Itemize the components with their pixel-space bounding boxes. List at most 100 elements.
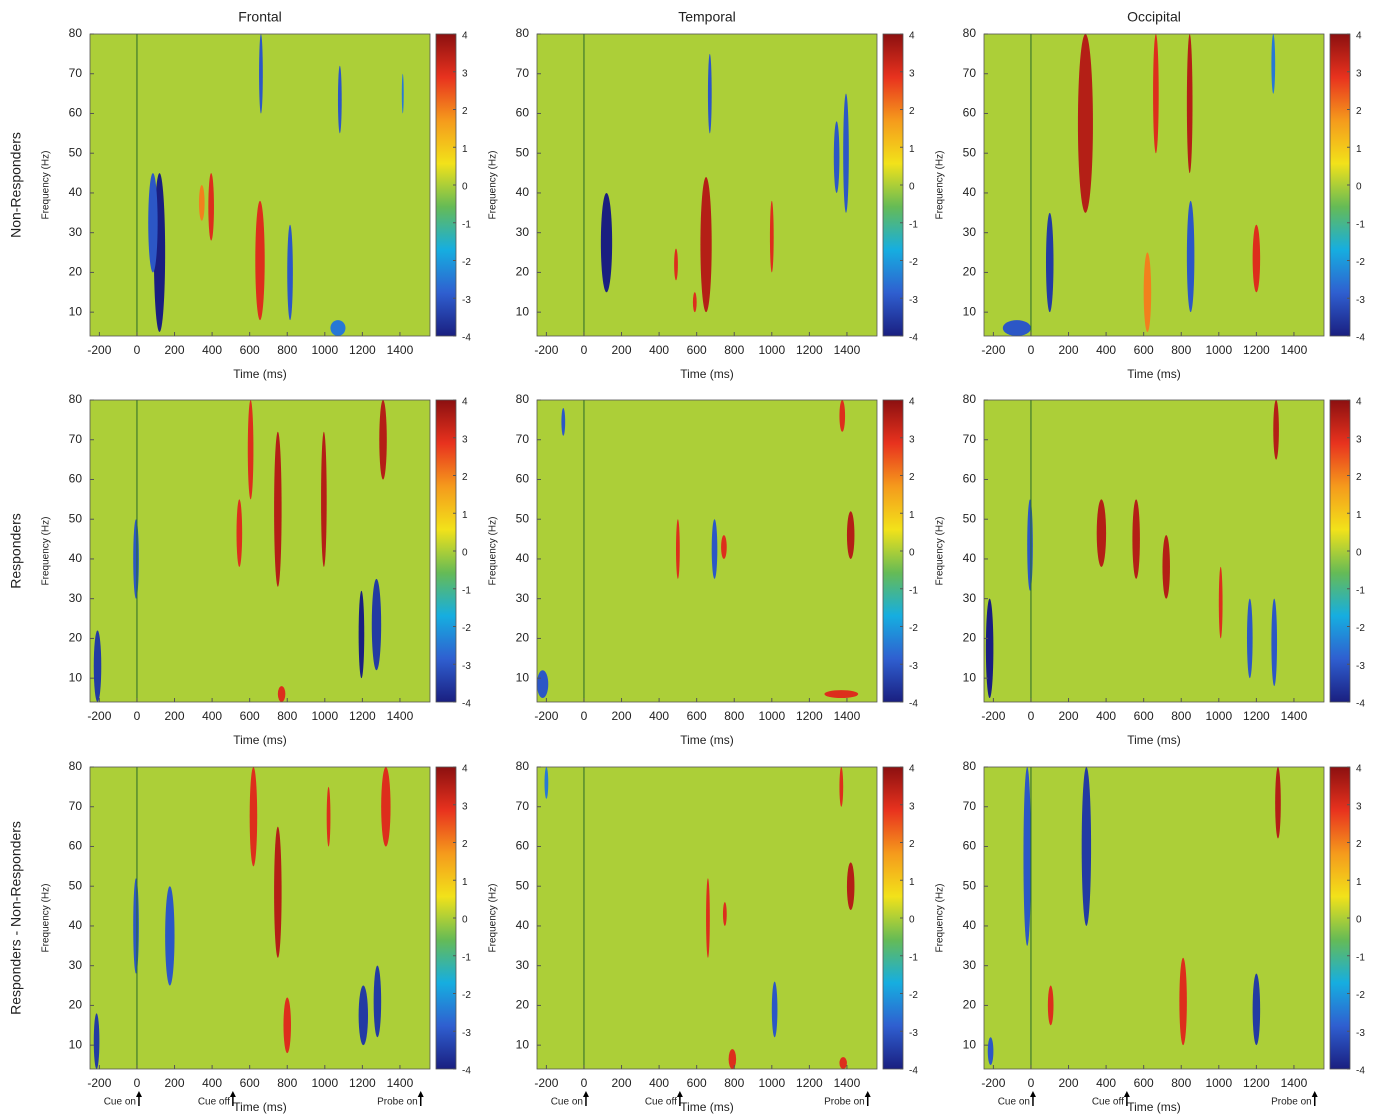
x-tick-label: 1400	[834, 343, 861, 357]
plot-frame	[983, 399, 1325, 703]
x-tick-label: 1400	[387, 343, 414, 357]
annotation-arrowhead	[135, 1091, 142, 1097]
annotation-arrowhead	[864, 1091, 871, 1097]
cluster	[1273, 400, 1279, 460]
y-tick-label: 80	[963, 759, 977, 773]
colorbar-tick-label: 2	[1356, 106, 1362, 117]
x-tick-label: 800	[277, 1076, 297, 1090]
cluster	[1077, 34, 1093, 213]
colorbar-tick-label: -1	[1356, 952, 1365, 963]
y-tick-label: 30	[69, 225, 83, 239]
column-title: Temporal	[678, 9, 736, 25]
x-tick-label: 600	[1134, 343, 1154, 357]
cluster	[721, 535, 727, 559]
colorbar-tick-label: -3	[909, 295, 918, 306]
colorbar-tick-label: 0	[909, 548, 915, 559]
cluster	[700, 177, 712, 313]
x-tick-label: -200	[87, 709, 111, 723]
colorbar-tick-label: 3	[909, 68, 915, 79]
colorbar-tick-label: 0	[1356, 915, 1362, 926]
plot-background	[537, 400, 877, 702]
x-tick-label: 1400	[1281, 709, 1308, 723]
cluster	[283, 997, 291, 1054]
cluster	[1002, 320, 1031, 336]
y-tick-label: 80	[69, 26, 83, 40]
colorbar-tick-label: 2	[909, 106, 915, 117]
colorbar-tick-label: -1	[909, 952, 918, 963]
cluster	[133, 878, 139, 974]
x-tick-label: 1200	[349, 709, 376, 723]
x-tick-label: 1200	[1243, 1076, 1270, 1090]
x-tick-label: 600	[1134, 709, 1154, 723]
row-label: Responders - Non-Responders	[8, 821, 24, 1015]
y-tick-label: 10	[516, 670, 530, 684]
cluster	[771, 981, 778, 1038]
cluster	[839, 400, 846, 432]
colorbar-tick-label: -4	[909, 699, 918, 710]
colorbar-tick-label: 4	[462, 31, 468, 42]
x-tick-label: 400	[1096, 709, 1116, 723]
y-axis-label: Frequency (Hz)	[488, 151, 499, 220]
x-tick-label: 1000	[311, 709, 338, 723]
y-tick-label: 20	[69, 998, 83, 1012]
x-tick-label: 800	[724, 1076, 744, 1090]
colorbar-tick-label: 2	[1356, 472, 1362, 483]
colorbar-tick-label: 4	[462, 764, 468, 775]
plot-frame	[536, 766, 878, 1070]
cluster	[1045, 212, 1054, 313]
cluster	[722, 902, 727, 926]
colorbar-tick-label: 4	[1356, 31, 1362, 42]
y-tick-label: 60	[516, 839, 530, 853]
cluster	[247, 400, 254, 500]
x-tick-label: 800	[1171, 709, 1191, 723]
x-tick-label: -200	[87, 1076, 111, 1090]
cluster	[1186, 200, 1195, 313]
colorbar-tick-label: -2	[462, 990, 471, 1001]
annotation: Probe on	[377, 1097, 418, 1108]
colorbar-tick-label: -2	[462, 623, 471, 634]
x-tick-label: 800	[724, 343, 744, 357]
annotation-arrowhead	[1029, 1091, 1036, 1097]
colorbar-tick-label: 4	[909, 397, 915, 408]
x-tick-label: 800	[724, 709, 744, 723]
y-tick-label: 70	[516, 432, 530, 446]
plot-frame	[983, 766, 1325, 1070]
colorbar-tick-label: 3	[1356, 434, 1362, 445]
colorbar-tick-label: 3	[462, 434, 468, 445]
x-tick-label: 800	[1171, 343, 1191, 357]
cluster	[381, 767, 391, 847]
y-tick-label: 20	[963, 998, 977, 1012]
clusters	[93, 400, 387, 702]
cluster	[561, 407, 566, 436]
y-tick-label: 40	[516, 551, 530, 565]
colorbar-tick-label: 3	[462, 801, 468, 812]
y-tick-label: 50	[963, 145, 977, 159]
x-tick-label: 1000	[758, 709, 785, 723]
annotation-arrowhead	[1123, 1091, 1130, 1097]
clusters	[600, 53, 849, 313]
y-tick-label: 80	[69, 392, 83, 406]
y-tick-label: 20	[963, 631, 977, 645]
cluster	[1218, 566, 1223, 639]
x-axis-label: Time (ms)	[680, 367, 734, 381]
x-tick-label: 0	[134, 343, 141, 357]
cluster	[401, 73, 404, 114]
colorbar-tick-label: -1	[909, 219, 918, 230]
colorbar-tick-label: -4	[909, 1066, 918, 1077]
plot-frame	[983, 33, 1325, 337]
x-tick-label: 1000	[311, 343, 338, 357]
colorbar-tick-label: -3	[909, 661, 918, 672]
colorbar-tick-label: 4	[909, 31, 915, 42]
y-axis-label: Frequency (Hz)	[935, 884, 946, 953]
x-tick-label: 200	[165, 709, 185, 723]
y-tick-label: 10	[69, 670, 83, 684]
y-tick-label: 50	[963, 511, 977, 525]
colorbar-tick-label: -3	[909, 1028, 918, 1039]
cluster	[326, 786, 331, 847]
colorbar-tick-label: -4	[462, 1066, 471, 1077]
colorbar-tick-label: 3	[462, 68, 468, 79]
colorbar-tick-label: 4	[1356, 764, 1362, 775]
colorbar-tick-label: 0	[1356, 548, 1362, 559]
cluster	[824, 690, 859, 699]
cluster	[833, 121, 840, 193]
